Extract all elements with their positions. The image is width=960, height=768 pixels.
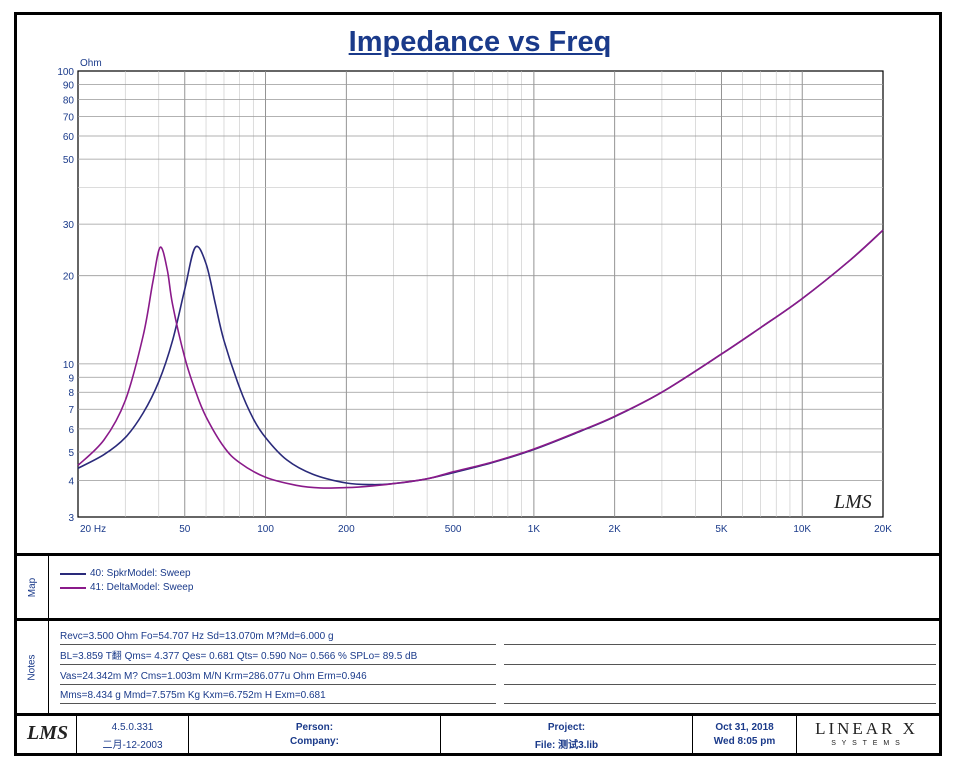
footer-person-cell: Person: Company:	[189, 716, 441, 753]
plot-grid	[77, 70, 884, 518]
legend-swatch-deltamodel	[60, 586, 86, 589]
legend-item-deltamodel: 41: DeltaModel: Sweep	[60, 582, 193, 593]
x-tick-label: 200	[338, 524, 355, 535]
y-tick-label: 20	[63, 272, 75, 283]
lms-logo: LMS	[27, 722, 69, 744]
note-blank-3	[504, 670, 936, 685]
date-text: Oct 31, 2018	[715, 722, 774, 733]
legend-swatch-spkrmodel	[60, 572, 86, 575]
y-tick-label: 80	[63, 95, 75, 106]
build-date-text: 二月-12-2003	[102, 740, 163, 751]
impedance-plot: 20 Hz 50 100 200 500 1K 2K 5K 10K 20K 3 4 5 6 7 8 9 10 20…	[57, 58, 892, 535]
legend-item-spkrmodel: 40: SpkrModel: Sweep	[60, 568, 191, 579]
y-tick-label: 60	[63, 132, 75, 143]
version-text: 4.5.0.331	[111, 722, 154, 733]
x-tick-label: 20 Hz	[80, 524, 106, 535]
linearx-brand: LINEAR X	[815, 719, 918, 738]
y-axis-unit-label: Ohm	[80, 58, 102, 69]
plot-area	[77, 70, 884, 518]
footer-date-cell: Oct 31, 2018 Wed 8:05 pm	[693, 716, 797, 753]
x-tick-labels: 20 Hz 50 100 200 500 1K 2K 5K 10K 20K	[80, 524, 892, 535]
y-tick-label: 8	[68, 388, 74, 399]
x-tick-label: 20K	[874, 524, 892, 535]
x-tick-label: 5K	[715, 524, 728, 535]
legend-label-deltamodel: 41: DeltaModel: Sweep	[90, 582, 194, 593]
file-label: File: 测试3.lib	[534, 740, 599, 751]
plot-curves	[77, 229, 884, 489]
y-tick-label: 9	[68, 373, 74, 384]
note-blank-1	[504, 630, 936, 645]
legend-label-spkrmodel: 40: SpkrModel: Sweep	[90, 568, 191, 579]
note-line-2: BL=3.859 T翻 Qms= 4.377 Qes= 0.681 Qts= 0…	[60, 650, 496, 665]
note-blank-2	[504, 650, 936, 665]
series-line-1	[77, 229, 884, 489]
linearx-brand-sub: S Y S T E M S	[831, 740, 902, 747]
project-label: Project:	[547, 722, 586, 733]
y-tick-label: 30	[63, 220, 75, 231]
y-tick-label: 6	[68, 425, 74, 436]
note-blank-4	[504, 689, 936, 704]
x-tick-label: 1K	[528, 524, 541, 535]
footer-logo-cell: LMS	[17, 716, 77, 753]
y-tick-labels: 3 4 5 6 7 8 9 10 20 30 50 60 70 80 90 100	[57, 67, 74, 524]
x-tick-label: 2K	[609, 524, 622, 535]
y-tick-label: 90	[63, 80, 75, 91]
note-line-3: Vas=24.342m M? Cms=1.003m M/N Krm=286.07…	[60, 670, 496, 685]
y-tick-label: 5	[68, 448, 74, 459]
map-side-label: Map	[17, 556, 49, 618]
chart-title: Impedance vs Freq	[348, 26, 612, 58]
notes-section	[17, 618, 939, 713]
y-tick-label: 4	[68, 476, 74, 487]
footer-bar: LMS 4.5.0.331 二月-12-2003 Person: Company…	[17, 713, 939, 753]
footer-version-cell: 4.5.0.331 二月-12-2003	[77, 716, 189, 753]
company-label: Company:	[290, 736, 339, 747]
notes-side-label: Notes	[17, 621, 49, 713]
y-tick-label: 7	[68, 405, 74, 416]
x-tick-label: 100	[257, 524, 274, 535]
y-tick-label: 3	[68, 513, 74, 524]
y-tick-label: 100	[57, 67, 74, 78]
note-line-1: Revc=3.500 Ohm Fo=54.707 Hz Sd=13.070m M…	[60, 630, 496, 645]
y-tick-label: 10	[63, 360, 75, 371]
time-text: Wed 8:05 pm	[713, 736, 776, 747]
lms-watermark: LMS	[833, 491, 872, 513]
note-line-4: Mms=8.434 g Mmd=7.575m Kg Kxm=6.752m H E…	[60, 689, 496, 704]
person-label: Person:	[295, 722, 334, 733]
footer-brand-cell: LINEAR X S Y S T E M S	[797, 716, 936, 753]
y-tick-label: 70	[63, 112, 75, 123]
x-tick-label: 10K	[793, 524, 811, 535]
y-tick-label: 50	[63, 155, 75, 166]
x-tick-label: 500	[445, 524, 462, 535]
footer-project-cell: Project: File: 测试3.lib	[441, 716, 693, 753]
legend-section	[17, 553, 939, 618]
x-tick-label: 50	[179, 524, 191, 535]
